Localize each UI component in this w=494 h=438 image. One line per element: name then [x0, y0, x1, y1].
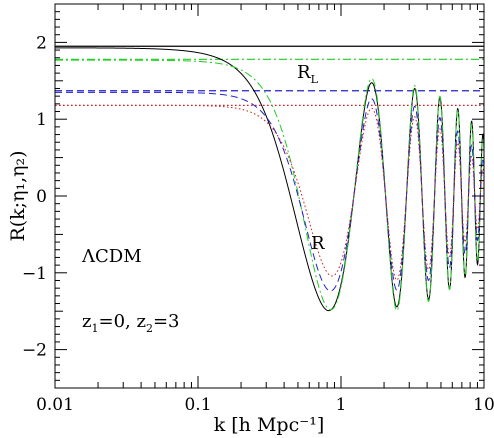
annotation-z-part-1: =0, z [98, 311, 145, 332]
y-axis-label: R(k;η₁,η₂) [7, 150, 29, 241]
y-tick-label: 1 [36, 110, 47, 130]
x-axis-ticks: 0.01 0.1 1 10 [36, 4, 494, 415]
annotation-rl-main: R [297, 62, 311, 83]
y-tick-label: −2 [22, 341, 47, 361]
x-tick-label: 0.01 [36, 395, 74, 415]
series-line-solid [55, 47, 484, 312]
x-tick-label: 1 [336, 395, 347, 415]
annotation-z-sub-0: 1 [91, 322, 98, 335]
response-curves [55, 47, 484, 312]
annotation-model: ΛCDM [81, 246, 142, 267]
annotation-z-part-0: z [82, 311, 91, 332]
y-axis-ticks: −2 −1 0 1 2 [22, 3, 484, 389]
annotation-z-part-2: =3 [153, 311, 180, 332]
annotation-rl-label: RL [297, 62, 319, 86]
annotation-z-sub-1: 2 [146, 322, 153, 335]
series-line-dot [55, 104, 484, 281]
annotation-rl-sub: L [311, 73, 319, 86]
x-axis-label: k [h Mpc⁻¹] [214, 414, 325, 436]
series-line-dash [55, 91, 484, 292]
x-tick-label: 0.1 [184, 395, 211, 415]
y-tick-label: 2 [36, 33, 47, 53]
y-tick-label: −1 [22, 264, 47, 284]
y-tick-label: 0 [36, 187, 47, 207]
annotation-redshifts: z1=0, z2=3 [82, 311, 180, 335]
x-tick-label: 10 [473, 395, 494, 415]
series-line-dash-dot [55, 59, 484, 311]
reference-lines [55, 45, 484, 106]
annotation-r-label: R [311, 233, 325, 254]
